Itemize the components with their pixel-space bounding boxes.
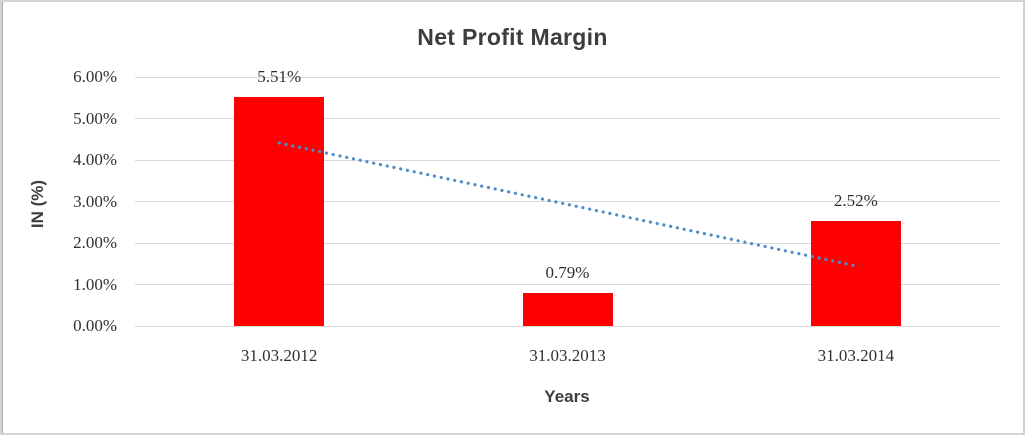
gridline <box>135 284 1000 285</box>
y-tick-label: 5.00% <box>73 108 117 128</box>
y-tick-label: 3.00% <box>73 191 117 211</box>
data-label: 2.52% <box>833 191 878 211</box>
gridline <box>135 76 1000 78</box>
x-tick-label: 31.03.2014 <box>817 346 895 365</box>
trendline <box>277 141 858 268</box>
gridline <box>135 325 1000 327</box>
frame-left-edge <box>2 2 3 433</box>
bar <box>810 221 901 326</box>
bar <box>522 293 613 326</box>
y-tick-label: 1.00% <box>73 274 117 294</box>
x-axis-title: Years <box>544 387 590 406</box>
gridline <box>135 118 1000 119</box>
y-tick-label: 2.00% <box>73 233 117 252</box>
y-tick-label: 4.00% <box>73 150 117 169</box>
data-label: 0.79% <box>545 263 590 283</box>
y-tick-label: 0.00% <box>73 316 117 335</box>
x-tick-label: 31.03.2012 <box>240 346 318 365</box>
x-tick-label: 31.03.2013 <box>529 346 606 365</box>
data-label: 5.51% <box>257 67 302 87</box>
y-tick-label: 6.00% <box>73 67 117 86</box>
chart-title: Net Profit Margin <box>417 24 608 50</box>
bar <box>234 97 325 326</box>
